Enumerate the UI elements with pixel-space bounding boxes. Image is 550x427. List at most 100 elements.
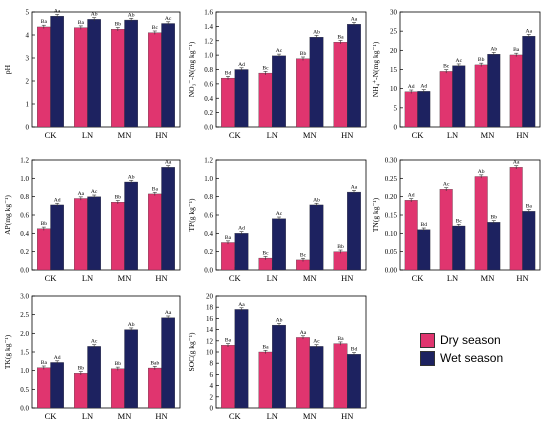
bar-dry (111, 368, 125, 409)
y-tick-label: 0.6 (204, 80, 213, 88)
bar-dry (221, 77, 235, 128)
chart-panel-2: 0.0 0.2 0.4 0.6 0.8 1.0 1.2 1.4 1.6 NO₃⁻-N(mg kg⁻… (187, 9, 367, 140)
bar-wet (309, 204, 324, 271)
y-tick-label: 6 (210, 371, 214, 379)
y-tick-label: 5 (394, 104, 398, 112)
significance-label: Ad (54, 355, 61, 361)
y-tick-label: 0.2 (20, 248, 29, 256)
bar-wet (347, 24, 361, 128)
significance-label: Bb (78, 366, 85, 372)
significance-label: Bb (337, 244, 344, 250)
bar-dry (509, 54, 523, 128)
y-tick-label: 0.8 (20, 193, 29, 201)
significance-label: Ac (91, 189, 98, 195)
x-tick-label: LN (82, 273, 93, 283)
significance-label: Ba (337, 34, 344, 40)
significance-label: Ab (91, 12, 98, 18)
y-tick-label: 0.6 (20, 212, 29, 220)
bar-dry (37, 367, 51, 409)
significance-label: Ba (337, 336, 344, 342)
significance-label: Aa (300, 330, 307, 336)
y-tick-label: 25 (390, 28, 398, 36)
significance-label: Ad (238, 226, 245, 232)
significance-label: Ac (276, 211, 283, 217)
y-tick-label: 1.2 (204, 157, 213, 165)
bar-wet (452, 65, 466, 128)
y-axis-label: TP(g kg⁻¹) (187, 198, 196, 232)
y-tick-label: 0.00 (385, 267, 398, 275)
y-tick-label: 0.4 (204, 95, 213, 103)
significance-label: Ba (225, 235, 232, 241)
y-tick-label: 8 (210, 360, 214, 368)
bar-wet (87, 346, 101, 409)
y-tick-label: 1.0 (204, 175, 213, 183)
y-tick-label: 30 (390, 9, 398, 17)
y-tick-label: 1.2 (204, 37, 213, 45)
y-tick-label: 1.0 (20, 175, 29, 183)
x-tick-label: HN (155, 273, 167, 283)
x-tick-label: CK (45, 130, 58, 140)
bar-dry (258, 72, 273, 128)
significance-label: Ba (262, 344, 269, 350)
bar-wet (272, 324, 286, 409)
plot-frame (31, 11, 181, 128)
x-tick-label: LN (82, 411, 93, 421)
bar-wet (124, 329, 138, 409)
significance-label: Ba (41, 19, 48, 25)
chart-panel-5: 0.0 0.2 0.4 0.6 0.8 1.0 1.2 TP(g kg⁻¹) CK Ba Ad LN B… (187, 157, 367, 283)
bar-wet (272, 55, 286, 128)
y-tick-label: 1.4 (204, 23, 213, 31)
x-tick-label: LN (447, 273, 458, 283)
significance-label: Aa (165, 310, 172, 316)
y-tick-label: 0.0 (20, 267, 29, 275)
y-tick-label: 0.6 (204, 212, 213, 220)
y-tick-label: 1.0 (20, 367, 29, 375)
significance-label: Bc (262, 65, 269, 71)
significance-label: Bb (115, 361, 122, 367)
significance-label: Aa (351, 184, 358, 190)
bar-wet (309, 346, 324, 409)
y-tick-label: 4 (26, 32, 30, 40)
bar-dry (439, 189, 453, 271)
y-tick-label: 2.5 (20, 311, 29, 319)
y-tick-label: 0.0 (204, 124, 213, 132)
bar-dry (296, 58, 310, 128)
legend-label-wet: Wet season (440, 351, 504, 365)
y-tick-label: 10 (206, 349, 214, 357)
y-axis-label: pH (3, 64, 12, 74)
x-tick-label: MN (118, 130, 132, 140)
significance-label: Bb (41, 221, 48, 227)
x-tick-label: HN (155, 130, 167, 140)
y-tick-label: 10 (390, 85, 398, 93)
bar-dry (258, 351, 273, 409)
bar-wet (124, 19, 138, 128)
y-tick-label: 12 (206, 337, 214, 345)
significance-label: Ac (165, 16, 172, 22)
bar-dry (74, 27, 88, 128)
bar-dry (404, 91, 418, 128)
bar-wet (234, 69, 249, 128)
y-tick-label: 2.0 (20, 330, 29, 338)
bar-wet (87, 19, 101, 128)
y-tick-label: 20 (390, 47, 398, 55)
significance-label: Aa (513, 160, 520, 166)
y-tick-label: 0.30 (385, 157, 398, 165)
bar-dry (37, 26, 51, 128)
significance-label: Bc (152, 25, 159, 31)
x-tick-label: CK (229, 411, 242, 421)
significance-label: Ba (78, 20, 85, 26)
y-tick-label: 16 (206, 315, 214, 323)
bar-wet (50, 204, 64, 271)
significance-label: Bc (300, 252, 307, 258)
y-tick-label: 14 (206, 326, 214, 334)
bar-dry (148, 367, 162, 409)
bar-dry (439, 71, 453, 128)
y-tick-label: 0.2 (204, 109, 213, 117)
bar-wet (417, 229, 431, 271)
y-axis-label: AP(mg kg⁻¹) (3, 195, 12, 235)
significance-label: Bd (421, 222, 428, 228)
bar-wet (452, 225, 466, 271)
chart-panel-6: 0.00 0.05 0.10 0.15 0.20 0.25 0.30 TN(g kg⁻¹) CK… (371, 157, 541, 283)
significance-label: Ac (91, 339, 98, 345)
